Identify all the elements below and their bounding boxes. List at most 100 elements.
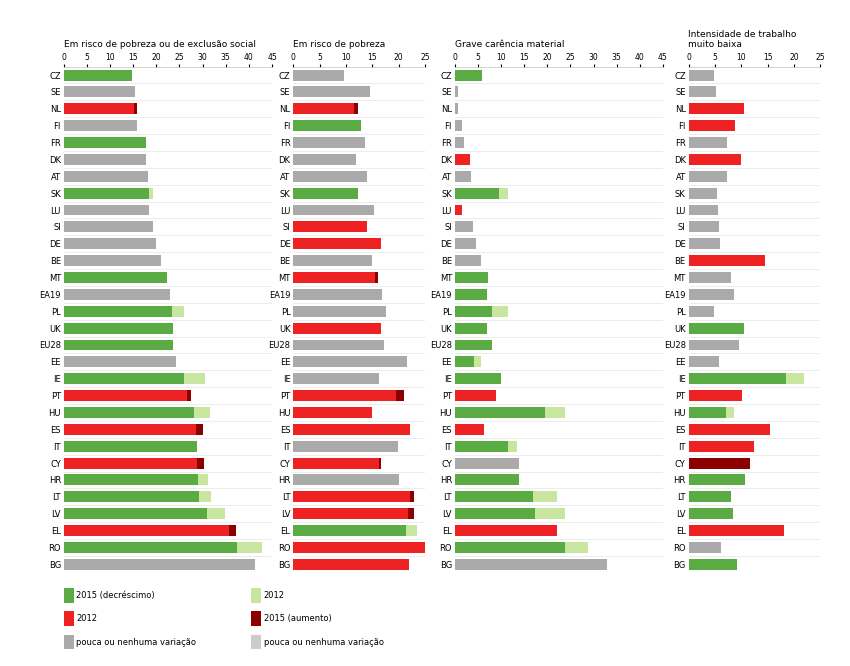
Bar bbox=[293, 373, 379, 384]
Bar bbox=[293, 407, 371, 418]
Bar bbox=[455, 407, 545, 418]
Text: 2012: 2012 bbox=[76, 614, 98, 623]
Bar bbox=[688, 474, 745, 486]
Bar bbox=[196, 424, 203, 435]
Bar bbox=[688, 424, 769, 435]
Bar bbox=[64, 137, 145, 148]
Bar bbox=[64, 474, 198, 486]
Bar bbox=[293, 69, 344, 81]
Bar bbox=[455, 542, 565, 553]
Bar bbox=[293, 255, 371, 266]
Bar bbox=[688, 289, 734, 300]
Text: 2012: 2012 bbox=[264, 591, 285, 600]
Bar bbox=[293, 238, 382, 249]
Bar bbox=[64, 407, 195, 418]
Bar bbox=[455, 69, 482, 81]
Bar bbox=[184, 373, 205, 384]
Bar bbox=[64, 441, 196, 452]
Bar bbox=[207, 508, 225, 519]
Bar bbox=[64, 170, 149, 182]
Bar bbox=[229, 525, 236, 536]
Bar bbox=[455, 322, 487, 334]
Bar bbox=[198, 474, 207, 486]
Text: pouca ou nenhuma variação: pouca ou nenhuma variação bbox=[76, 637, 196, 647]
Bar bbox=[64, 390, 187, 401]
Bar bbox=[64, 289, 170, 300]
Bar bbox=[149, 188, 153, 198]
Bar bbox=[64, 188, 149, 198]
Bar bbox=[688, 103, 744, 115]
Bar bbox=[688, 204, 718, 216]
Bar bbox=[195, 407, 211, 418]
Bar bbox=[455, 103, 458, 115]
Bar bbox=[64, 542, 237, 553]
Bar bbox=[237, 542, 263, 553]
Bar bbox=[455, 238, 475, 249]
Bar bbox=[64, 373, 184, 384]
Bar bbox=[408, 508, 415, 519]
Bar bbox=[455, 204, 462, 216]
Bar bbox=[64, 272, 167, 283]
Bar bbox=[688, 322, 745, 334]
Bar bbox=[293, 559, 409, 570]
Bar bbox=[293, 120, 360, 131]
Bar bbox=[455, 221, 473, 232]
Bar bbox=[534, 492, 557, 502]
Bar bbox=[455, 137, 463, 148]
Bar bbox=[688, 390, 742, 401]
Bar bbox=[406, 525, 416, 536]
Bar bbox=[64, 322, 173, 334]
Bar bbox=[293, 204, 374, 216]
Bar bbox=[64, 238, 156, 249]
Bar bbox=[354, 103, 358, 115]
Bar bbox=[187, 390, 191, 401]
Bar bbox=[64, 204, 150, 216]
Text: Grave carência material: Grave carência material bbox=[455, 40, 564, 49]
Bar bbox=[293, 474, 399, 486]
Bar bbox=[688, 221, 719, 232]
Bar bbox=[293, 340, 384, 350]
Bar bbox=[688, 188, 717, 198]
Bar bbox=[293, 322, 381, 334]
Bar bbox=[688, 542, 721, 553]
Bar bbox=[688, 137, 727, 148]
Bar bbox=[688, 306, 714, 317]
Bar bbox=[293, 289, 382, 300]
Bar bbox=[64, 525, 229, 536]
Bar bbox=[293, 154, 356, 165]
Bar bbox=[64, 255, 162, 266]
Bar bbox=[688, 69, 714, 81]
Text: 2015 (decréscimo): 2015 (decréscimo) bbox=[76, 591, 155, 600]
Bar bbox=[455, 373, 501, 384]
Bar bbox=[293, 272, 376, 283]
Bar bbox=[64, 559, 255, 570]
Bar bbox=[455, 255, 481, 266]
Bar bbox=[200, 492, 211, 502]
Bar bbox=[536, 508, 565, 519]
Bar bbox=[64, 103, 133, 115]
Bar bbox=[293, 306, 386, 317]
Bar bbox=[293, 525, 406, 536]
Bar bbox=[688, 508, 734, 519]
Bar bbox=[378, 458, 382, 469]
Bar bbox=[64, 340, 173, 350]
Text: Em risco de pobreza ou de exclusão social: Em risco de pobreza ou de exclusão socia… bbox=[64, 40, 256, 49]
Bar bbox=[64, 458, 197, 469]
Bar bbox=[545, 407, 565, 418]
Bar bbox=[688, 87, 716, 97]
Bar bbox=[455, 120, 462, 131]
Bar bbox=[688, 441, 755, 452]
Bar bbox=[688, 255, 766, 266]
Bar bbox=[455, 188, 499, 198]
Bar bbox=[455, 559, 608, 570]
Bar bbox=[688, 492, 731, 502]
Bar bbox=[293, 188, 358, 198]
Bar bbox=[786, 373, 804, 384]
Bar bbox=[455, 474, 518, 486]
Bar bbox=[688, 120, 735, 131]
Bar bbox=[64, 87, 135, 97]
Bar bbox=[688, 154, 740, 165]
Bar bbox=[293, 87, 370, 97]
Bar bbox=[427, 542, 438, 553]
Bar bbox=[455, 170, 471, 182]
